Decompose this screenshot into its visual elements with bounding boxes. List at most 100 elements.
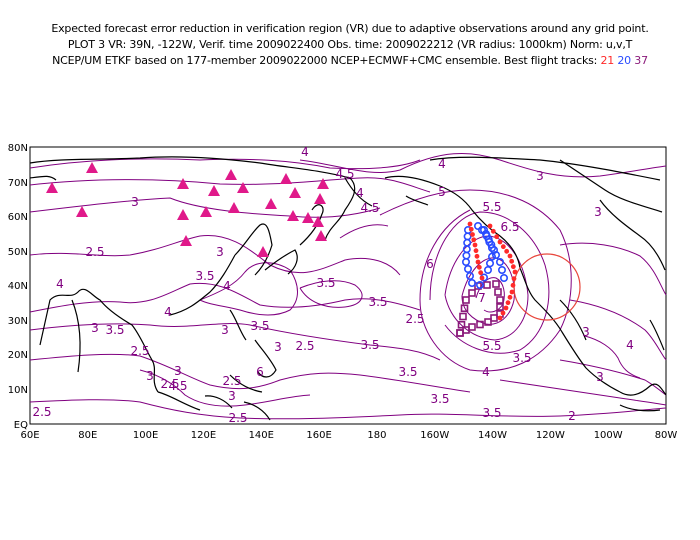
longitude-label: 140E [249, 430, 274, 441]
flight-track-marker [468, 226, 474, 232]
flight-track-marker [487, 252, 496, 261]
header-line-2: PLOT 3 VR: 39N, -122W, Verif. time 20090… [67, 38, 633, 51]
contour-label: 3.5 [316, 276, 335, 290]
flight-track-marker [470, 232, 475, 237]
contour-label: 2.5 [295, 339, 314, 353]
longitude-label: 160W [420, 430, 449, 441]
contour-label: 4 [626, 338, 634, 352]
flight-track-marker [490, 228, 496, 234]
longitude-label: 80E [78, 430, 97, 441]
observation-triangle [257, 246, 269, 257]
observation-triangle [317, 178, 329, 189]
header-line-3: NCEP/UM ETKF based on 177-member 2009022… [0, 54, 700, 67]
flight-track-marker [472, 242, 478, 248]
flight-track-marker [476, 320, 484, 329]
longitude-label: 100E [133, 430, 158, 441]
flight-track-marker [457, 320, 466, 329]
flight-track-marker [462, 296, 470, 304]
observation-triangle [314, 193, 326, 204]
flight-track-marker [500, 244, 506, 250]
contour-label: 3.5 [195, 269, 214, 283]
contour-label: 3 [221, 323, 229, 337]
flight-track-marker [503, 305, 509, 311]
flight-track-marker [478, 270, 484, 276]
flight-track-marker [473, 222, 482, 231]
observation-triangle [225, 169, 237, 180]
flight-track-marker [467, 221, 473, 227]
flight-track-marker [487, 223, 493, 229]
contour-label: 4.5 [168, 379, 187, 393]
longitude-label: 120E [191, 430, 216, 441]
contour-label: 3 [536, 169, 544, 183]
contour-label: 3.5 [368, 295, 387, 309]
observation-triangle [177, 178, 189, 189]
latitude-label: 10N [8, 385, 28, 396]
header-line-3-prefix: NCEP/UM ETKF based on 177-member 2009022… [52, 54, 601, 67]
contour-label: 4.5 [335, 167, 354, 181]
latitude-labels: 80N 70N 60N 50N 40N 30N 20N 10N EQ [8, 143, 28, 431]
observation-triangle [302, 212, 314, 223]
flight-track-marker [471, 237, 477, 243]
contour-label: 2.5 [130, 344, 149, 358]
contour-label: 5.5 [482, 200, 501, 214]
flight-track-marker [494, 234, 500, 240]
flight-track-marker [494, 288, 502, 296]
track-label-37: 37 [634, 54, 648, 67]
flight-track-marker [461, 257, 470, 266]
track-label-21: 21 [600, 54, 615, 67]
flight-track-marker [465, 271, 474, 280]
longitude-labels: 60E 80E 100E 120E 140E 160E 180 160W 140W 120W 100… [20, 430, 677, 441]
contour-label: 3 [216, 245, 224, 259]
longitude-label: 140W [478, 430, 507, 441]
flight-track-marker [495, 257, 504, 266]
contour-label: 5 [438, 185, 446, 199]
latitude-label: 30N [8, 316, 28, 327]
flight-track-marker [474, 253, 480, 259]
flight-track-marker [507, 294, 513, 300]
latitude-label: 40N [8, 281, 28, 292]
contour-label: 4 [56, 277, 64, 291]
longitude-label: 80W [655, 430, 678, 441]
contour-label: 4 [356, 186, 364, 200]
contour-label: 2 [568, 409, 576, 423]
flight-track-marker [476, 264, 482, 270]
contour-label: 4 [482, 365, 490, 379]
contour-label: 2.5 [222, 374, 241, 388]
observation-triangle [177, 209, 189, 220]
longitude-label: 100W [594, 430, 623, 441]
contour-label: 5.5 [482, 339, 501, 353]
flight-track-marker [497, 315, 503, 321]
track-label-20: 20 [617, 54, 631, 67]
flight-track-marker [484, 318, 492, 326]
flight-track-marker [496, 296, 504, 304]
contour-label: 2.5 [32, 405, 51, 419]
flight-track-marker [509, 289, 515, 295]
contour-label: 2.5 [405, 312, 424, 326]
observation-triangle [289, 187, 301, 198]
longitude-label: 180 [367, 430, 386, 441]
flight-track-marker [483, 265, 492, 274]
flight-tracks [456, 221, 518, 337]
contour-label: 6 [426, 257, 434, 271]
observation-triangle [265, 198, 277, 209]
contour-label: 3 [596, 370, 604, 384]
flight-track-marker [500, 310, 506, 316]
observation-triangle [208, 185, 220, 196]
flight-track-marker [479, 275, 485, 281]
flight-track-marker [505, 300, 511, 306]
observation-triangle [315, 230, 327, 241]
contour-label: 3 [582, 325, 590, 339]
flight-track-marker [504, 248, 510, 254]
flight-track-marker [499, 273, 508, 282]
header-line-1: Expected forecast error reduction in ver… [51, 22, 649, 35]
contour-label: 4.5 [360, 201, 379, 215]
contour-label: 3.5 [250, 319, 269, 333]
flight-track-marker [467, 278, 476, 287]
flight-track-marker [497, 239, 503, 245]
contour-lines [29, 153, 667, 420]
contour-label: 3.5 [105, 323, 124, 337]
observation-triangle [86, 162, 98, 173]
contour-label: 3 [146, 369, 154, 383]
contour-label: 4 [301, 145, 309, 159]
